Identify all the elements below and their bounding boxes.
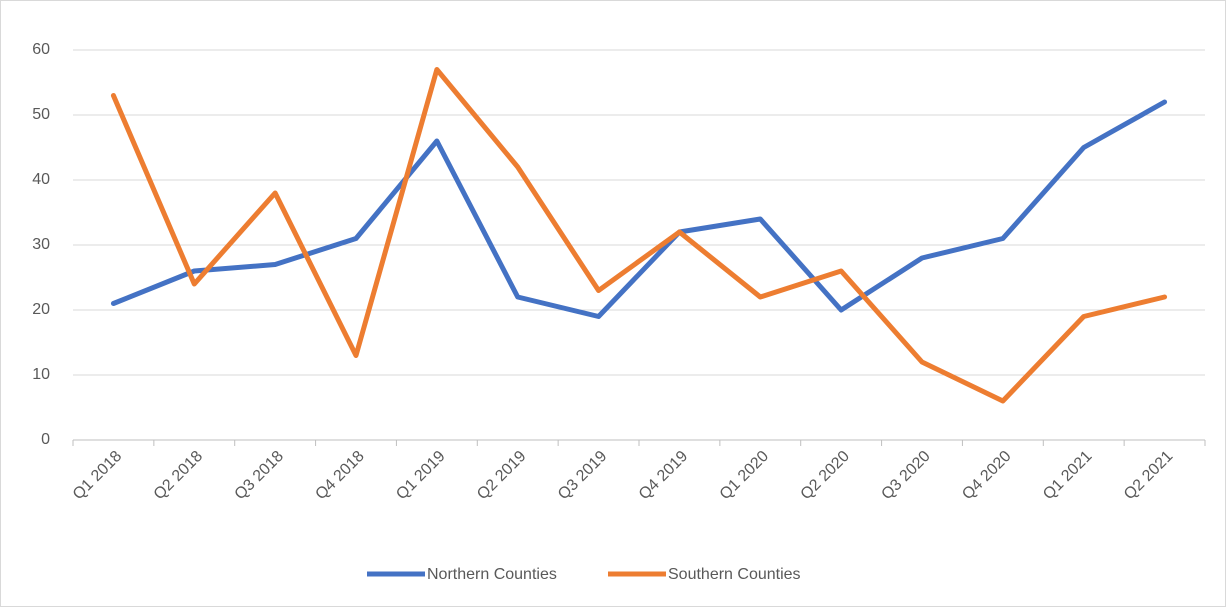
y-tick-label: 30 bbox=[32, 236, 50, 253]
y-tick-label: 10 bbox=[32, 366, 50, 383]
y-tick-label: 50 bbox=[32, 106, 50, 123]
y-tick-label: 60 bbox=[32, 41, 50, 58]
y-tick-label: 20 bbox=[32, 301, 50, 318]
y-tick-label: 40 bbox=[32, 171, 50, 188]
y-tick-label: 0 bbox=[41, 431, 50, 448]
legend-label: Southern Counties bbox=[668, 566, 801, 583]
series-line bbox=[110, 67, 1168, 404]
series-line bbox=[110, 99, 1168, 319]
legend-label: Northern Counties bbox=[427, 566, 557, 583]
